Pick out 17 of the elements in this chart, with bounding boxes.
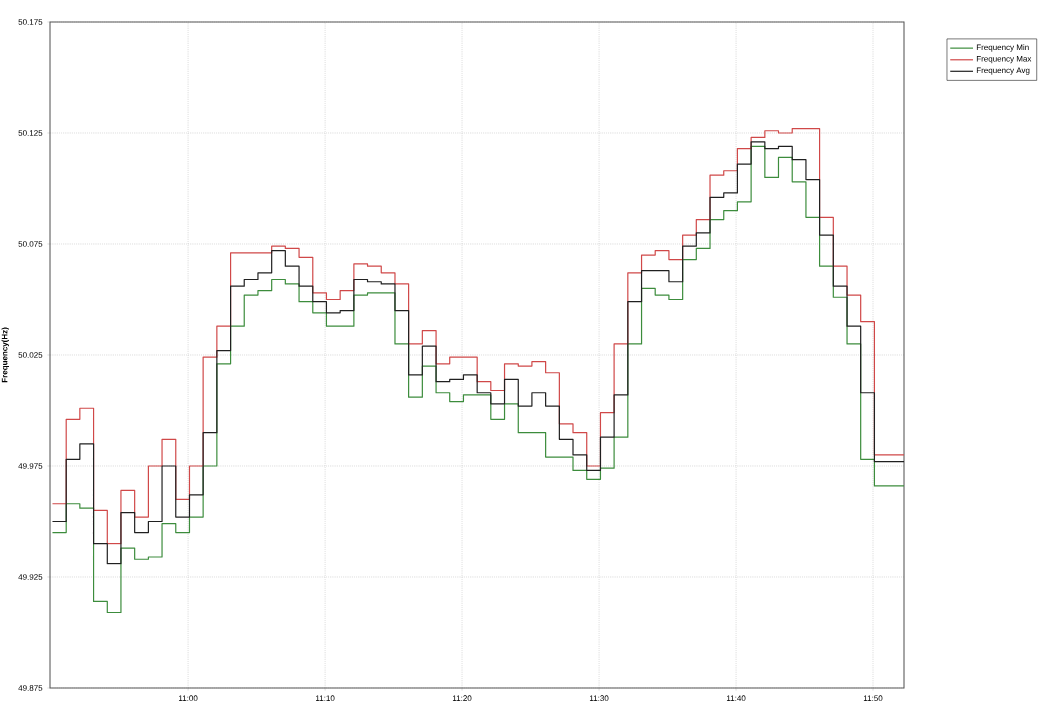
x-tick-label: 11:00 — [178, 695, 198, 702]
y-tick-label: 50.025 — [18, 352, 43, 358]
y-tick-label: 49.975 — [18, 463, 43, 469]
x-tick-label: 11:50 — [863, 695, 883, 702]
x-tick-label: 11:10 — [316, 695, 335, 702]
x-tick-label: 11:40 — [726, 695, 746, 702]
y-tick-label: 50.075 — [18, 241, 43, 247]
y-tick-label: 49.925 — [18, 574, 43, 580]
y-tick-label: 50.125 — [18, 130, 43, 136]
y-tick-label: 49.875 — [18, 685, 43, 691]
legend-label: Frequency Min — [976, 44, 1029, 52]
x-tick-label: 11:20 — [452, 695, 472, 702]
y-tick-label: 50.175 — [18, 19, 43, 25]
y-axis-title: Frequency(Hz) — [1, 327, 9, 383]
legend-label: Frequency Avg — [976, 67, 1030, 75]
legend-label: Frequency Max — [976, 56, 1032, 64]
x-tick-label: 11:30 — [589, 695, 609, 702]
